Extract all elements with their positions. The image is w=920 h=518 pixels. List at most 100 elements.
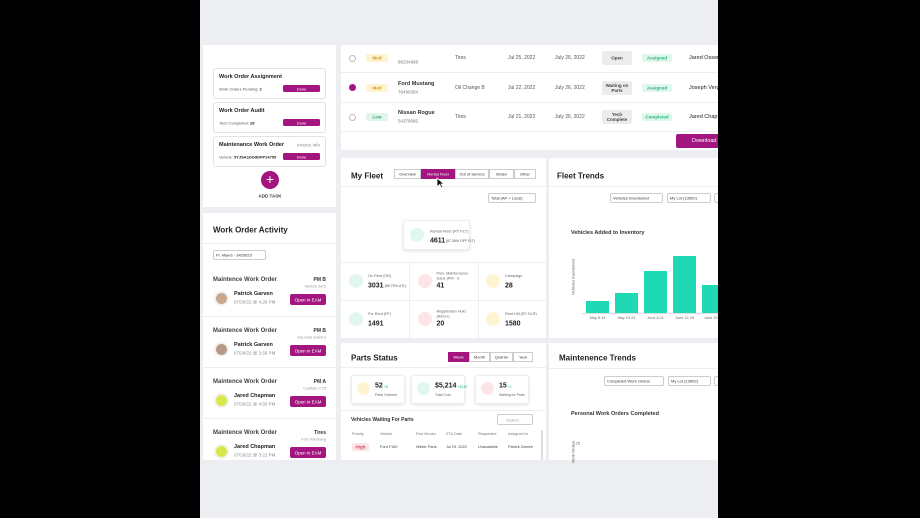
filter-label[interactable]: Completed Work Orders [607, 378, 651, 384]
icon [481, 382, 494, 395]
filter-dropdown[interactable] [667, 193, 711, 203]
status-pill-bg [602, 110, 632, 124]
done-label[interactable]: Done [296, 154, 307, 159]
row-divider [341, 101, 718, 103]
bar [615, 293, 638, 313]
due: July 26, 2022 [555, 114, 585, 120]
vin: 54379085 [398, 118, 419, 124]
cell: Unavailable [478, 445, 498, 449]
bar [673, 255, 696, 313]
open-label[interactable]: Open in EAM [294, 297, 322, 302]
x-tick-label: May 15-21 [617, 316, 636, 320]
icon [417, 274, 432, 288]
filter-dropdown[interactable] [213, 250, 266, 260]
due: July 26, 2022 [555, 84, 585, 91]
stat-delta: +$130 [457, 385, 468, 389]
work-order-table [341, 45, 718, 150]
filter-dropdown[interactable] [714, 376, 718, 386]
done-button[interactable] [283, 119, 320, 126]
tab-label[interactable]: Month [473, 354, 486, 360]
bar [586, 301, 609, 313]
activity-time: 07/26/22 @ 2:56 PM [234, 350, 276, 356]
activity-name: Patrick Garven [234, 291, 273, 297]
radio[interactable] [349, 54, 356, 62]
open-button[interactable] [290, 396, 326, 407]
filter-label[interactable]: Vehicles Inventoried [613, 195, 649, 201]
tab[interactable] [514, 169, 536, 179]
tab-label[interactable]: Other [519, 171, 531, 177]
done-button[interactable] [283, 153, 320, 160]
tab-label[interactable]: Year [518, 354, 528, 360]
service: Tires [455, 114, 466, 120]
download-button[interactable] [676, 134, 718, 148]
tab[interactable] [448, 352, 469, 362]
tab[interactable] [469, 352, 490, 362]
card-title: Maintenence Trends [559, 353, 636, 363]
task-detail-value: 28 [250, 120, 255, 126]
open-button[interactable] [290, 447, 326, 458]
cell: Ford F150 [380, 445, 398, 449]
add-task-button[interactable]: + [261, 171, 279, 189]
download-label[interactable]: Download [692, 138, 717, 144]
task-link[interactable]: Invoice Info [296, 142, 320, 148]
priority-pill-bg [352, 443, 369, 451]
open-label[interactable]: Open in EAM [294, 399, 322, 404]
activity-vehicle: Hyundai Elantra [297, 334, 326, 340]
filter-dropdown[interactable] [604, 376, 664, 386]
stat-value: 3031 [368, 282, 384, 290]
activity-vehicle: Ford Mustang [301, 436, 326, 442]
filter-dropdown[interactable] [668, 376, 711, 386]
tab[interactable] [513, 352, 533, 362]
done-label[interactable]: Done [296, 120, 307, 125]
stat-value: 52 [375, 382, 383, 390]
filter-label[interactable]: My Lot (13652) [670, 195, 697, 201]
tab-label[interactable]: Rental Fleet [427, 171, 449, 177]
tab[interactable] [489, 169, 514, 179]
search-placeholder[interactable]: Search... [506, 417, 523, 422]
open-button[interactable] [290, 345, 326, 356]
stage-pill: Assigned [646, 85, 668, 90]
bar [702, 285, 718, 313]
done-label[interactable]: Done [296, 86, 307, 91]
filter-dropdown[interactable] [488, 193, 536, 203]
icon [349, 274, 363, 288]
search-box[interactable] [497, 414, 533, 425]
x-tick-label: June 12-18 [675, 316, 694, 320]
add-task-label[interactable]: ADD TASK [258, 193, 282, 199]
filter-dropdown[interactable] [610, 193, 663, 203]
tab-label[interactable]: Overview [399, 171, 416, 177]
tab-label[interactable]: Out of Service [459, 171, 485, 177]
y-axis-label: Work Orders [570, 440, 576, 464]
radio[interactable] [349, 84, 356, 91]
highlight-label: Rental Fleet (RT FLT) [430, 228, 469, 234]
y-tick-label: 25 [575, 440, 580, 446]
divider [341, 300, 546, 301]
task-detail-label: Work Orders Pending: [219, 86, 259, 92]
filter-label[interactable]: Ft. Myers - 3425023 [216, 252, 252, 258]
open-label[interactable]: Open in EAM [294, 450, 322, 455]
open-button[interactable] [290, 294, 326, 305]
stat-value: 41 [436, 282, 445, 290]
tab-label[interactable]: Quarter [494, 354, 509, 360]
priority-pill: Med [372, 55, 382, 61]
tab-label[interactable]: Week [453, 354, 464, 360]
tab-label[interactable]: Stolen [495, 171, 508, 177]
task-detail-value: 5YJSA1DG9DFP14705 [234, 154, 277, 160]
highlight-value: 4611 [430, 237, 446, 245]
filter-dropdown[interactable] [714, 193, 718, 203]
done-button[interactable] [283, 85, 320, 92]
open-label[interactable]: Open in EAM [294, 348, 322, 353]
radio[interactable] [349, 113, 356, 121]
card-title: Parts Status [351, 353, 398, 363]
stat-value: 20 [436, 320, 445, 328]
tab[interactable] [455, 169, 489, 179]
filter-label[interactable]: Total (AP + Local) [491, 195, 523, 201]
stat-note: (65.73% UTL) [384, 284, 407, 288]
filter-label[interactable]: My Lot (13652) [671, 378, 698, 384]
cell: Patrick Garven [508, 445, 534, 449]
tab[interactable] [394, 169, 421, 179]
stat-label: Rent Util (RT-DLR) [505, 311, 537, 316]
tab[interactable] [490, 352, 513, 362]
cell: Wilder Parts [416, 445, 437, 449]
due: July 26, 2022 [555, 55, 585, 61]
